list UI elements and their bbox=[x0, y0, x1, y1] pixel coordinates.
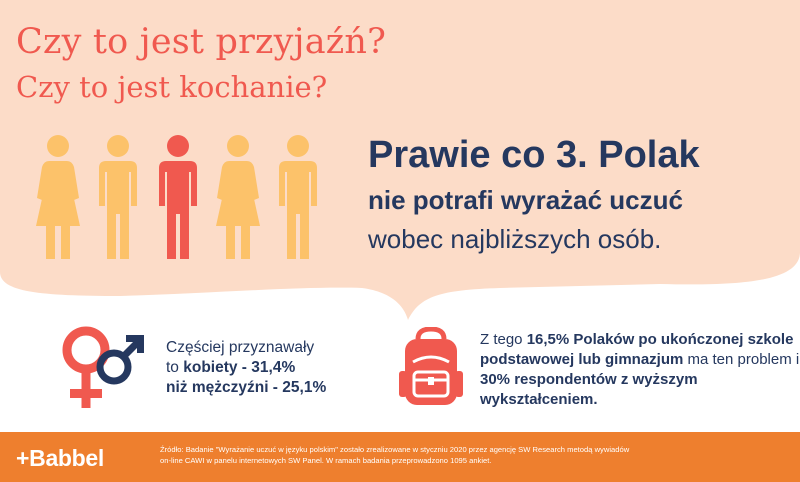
education-bold-2: 30% respondentów z wyższym wykształcenie… bbox=[480, 371, 698, 408]
education-text-1: Z tego bbox=[480, 331, 527, 348]
source-note: Źródło: Badanie "Wyrażanie uczuć w język… bbox=[160, 445, 630, 465]
men-stat: niż mężczyźni - 25,1% bbox=[166, 379, 327, 396]
title-line-2: Czy to jest kochanie? bbox=[16, 70, 328, 104]
gender-stat-text: Częściej przyznawały to kobiety - 31,4% … bbox=[166, 338, 326, 398]
education-bold-1: 16,5% Polaków po ukończonej szkole podst… bbox=[480, 331, 794, 368]
education-stat-text: Z tego 16,5% Polaków po ukończonej szkol… bbox=[480, 330, 800, 410]
title-line-1: Czy to jest przyjaźń? bbox=[16, 22, 387, 62]
woman-figure-2 bbox=[216, 135, 260, 259]
gender-stat-line-1: Częściej przyznawały bbox=[166, 339, 315, 356]
gender-symbols-icon bbox=[62, 326, 144, 408]
education-text-2: ma ten problem i bbox=[683, 351, 800, 368]
footer-bar: +Babbel Źródło: Badanie "Wyrażanie uczuć… bbox=[0, 432, 800, 482]
man-figure-2 bbox=[279, 135, 317, 259]
women-stat: kobiety - 31,4% bbox=[183, 359, 296, 376]
headline-line-2: nie potrafi wyrażać uczuć bbox=[368, 185, 683, 215]
headline-line-3: wobec najbliższych osób. bbox=[368, 224, 662, 254]
gender-stat-line-2: to kobiety - 31,4% bbox=[166, 358, 326, 378]
gender-stat-prefix: to bbox=[166, 359, 184, 376]
backpack-icon bbox=[399, 327, 463, 405]
gender-stat-line-3: niż mężczyźni - 25,1% bbox=[166, 378, 326, 398]
man-figure-1 bbox=[99, 135, 137, 259]
people-figures bbox=[36, 135, 317, 259]
headline-line-1: Prawie co 3. Polak bbox=[368, 134, 700, 176]
woman-figure-1 bbox=[36, 135, 80, 259]
man-figure-highlighted bbox=[159, 135, 197, 259]
babbel-logo: +Babbel bbox=[16, 445, 105, 471]
